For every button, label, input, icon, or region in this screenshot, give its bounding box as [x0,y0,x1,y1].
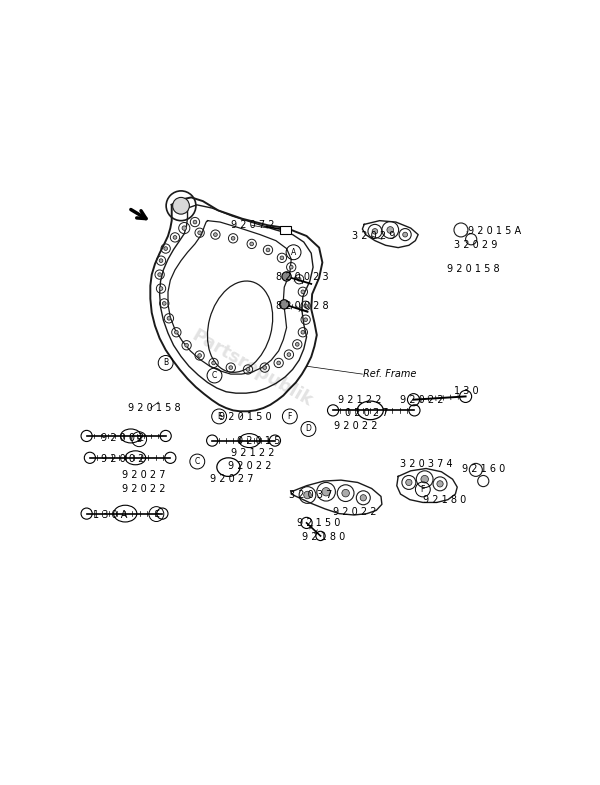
Circle shape [164,246,167,250]
Text: 3 2 0 2 9: 3 2 0 2 9 [352,231,395,241]
Text: 9 2 0 1 5 8: 9 2 0 1 5 8 [128,403,181,413]
Circle shape [193,220,197,224]
Circle shape [198,231,202,235]
Circle shape [301,290,305,294]
Text: 3 2 0 3 7 4: 3 2 0 3 7 4 [400,459,452,469]
Text: 9 2 0 2 2: 9 2 0 2 2 [229,461,272,471]
Circle shape [295,342,299,346]
Circle shape [163,301,166,305]
Circle shape [342,489,349,497]
Circle shape [421,476,428,483]
Circle shape [387,227,394,233]
Text: 9 2 0 2 2: 9 2 0 2 2 [333,507,377,517]
Circle shape [304,491,311,498]
Text: 0 2 0 1 5: 0 2 0 1 5 [237,436,280,446]
Circle shape [406,480,412,486]
Text: 9 2 0 2 2: 9 2 0 2 2 [121,484,165,495]
Circle shape [301,330,305,334]
Text: 9 2 0 2 7: 9 2 0 2 7 [210,474,253,484]
Circle shape [212,361,215,365]
Text: A: A [291,248,296,257]
Text: 1 3 0: 1 3 0 [454,386,479,396]
Text: 9 2 0 7 2: 9 2 0 7 2 [231,221,274,230]
Text: E: E [217,412,221,421]
Text: C: C [194,457,200,466]
Text: 9 2 0 1 5 0: 9 2 0 1 5 0 [219,412,272,422]
Text: B: B [163,359,168,367]
Circle shape [304,318,308,322]
Text: D: D [305,425,311,433]
Circle shape [175,330,178,334]
Text: 9 2 1 8 0: 9 2 1 8 0 [423,495,466,505]
Circle shape [214,232,217,236]
Text: 9 2 0 2 7: 9 2 0 2 7 [121,470,165,480]
Text: 9 2 1 2 2: 9 2 1 2 2 [231,448,274,458]
Text: 1 3 0 A: 1 3 0 A [92,510,127,520]
Text: B: B [137,435,142,444]
Circle shape [263,366,266,370]
Text: 9 2 0 1 5 8: 9 2 0 1 5 8 [447,264,500,273]
Text: Partsrepublik: Partsrepublik [188,327,316,411]
Text: 0 2 0 2 7: 0 2 0 2 7 [344,407,388,418]
Circle shape [403,232,407,237]
Text: 9 2 0 0 2: 9 2 0 0 2 [101,433,144,444]
Circle shape [158,272,161,276]
Text: 3 2 0 2 9: 3 2 0 2 9 [454,240,497,250]
Circle shape [198,354,202,357]
Circle shape [297,277,301,281]
Circle shape [266,248,270,252]
Circle shape [246,367,250,371]
Circle shape [289,265,293,269]
Text: 9 2 0 2 2: 9 2 0 2 2 [401,395,444,405]
Circle shape [167,316,171,320]
Text: 9 2 1 8 0: 9 2 1 8 0 [302,532,345,542]
Circle shape [360,495,367,501]
Circle shape [231,236,235,240]
Circle shape [250,242,254,246]
Text: 9 2 0 0 2: 9 2 0 0 2 [101,455,144,464]
Text: 8 2 0 0 2 8: 8 2 0 0 2 8 [276,301,329,311]
Text: F: F [421,485,425,494]
Circle shape [159,287,163,290]
Circle shape [282,272,291,281]
Circle shape [372,228,378,234]
Circle shape [304,304,308,308]
Circle shape [182,226,187,230]
Circle shape [437,480,443,487]
Circle shape [173,197,190,214]
Text: 9 2 1 5 0: 9 2 1 5 0 [297,518,341,528]
Text: 9 2 0 1 5 A: 9 2 0 1 5 A [468,226,521,236]
FancyBboxPatch shape [280,226,291,234]
Text: 9 2 0 2 2: 9 2 0 2 2 [334,421,377,431]
Text: 9 2 1 2 2: 9 2 1 2 2 [338,395,381,405]
Circle shape [185,343,188,347]
Text: F: F [287,412,292,421]
Text: 3 2 0 3 7: 3 2 0 3 7 [289,490,332,500]
Circle shape [277,361,281,365]
Circle shape [280,256,284,260]
Circle shape [322,487,330,496]
Text: 9 2 1 6 0: 9 2 1 6 0 [463,465,506,474]
Circle shape [159,259,163,262]
Text: C: C [212,371,217,380]
Circle shape [280,300,289,309]
Circle shape [173,236,177,239]
Text: 8 2 0 0 2 3: 8 2 0 0 2 3 [276,272,329,282]
Text: Ref. Frame: Ref. Frame [364,369,416,379]
Circle shape [229,366,233,370]
Circle shape [287,352,291,356]
Text: E: E [154,509,159,519]
